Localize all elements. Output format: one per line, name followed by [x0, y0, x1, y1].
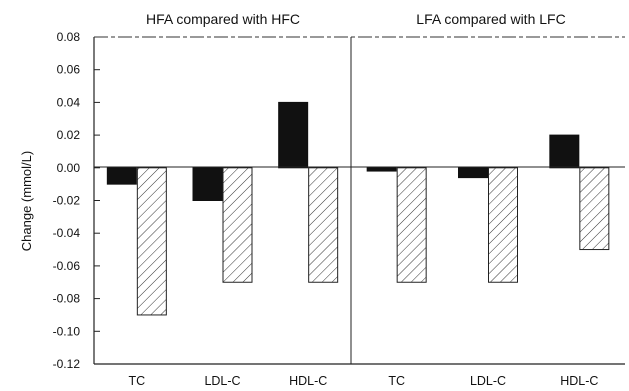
bar-hatched-tc [396, 167, 427, 283]
y-tick-label: -0.04 [53, 226, 81, 240]
bar-solid-ldl-c [192, 167, 223, 202]
bar-hatched-hdl-c [308, 167, 339, 283]
bar-hatched-hdl-c [579, 167, 610, 251]
y-tick-label: 0.04 [57, 95, 81, 109]
bar-hatched-ldl-c [222, 167, 253, 283]
bars [106, 101, 610, 316]
category-label: TC [388, 374, 405, 388]
y-tick-label: 0.02 [57, 128, 81, 142]
bar-solid-ldl-c [458, 167, 488, 179]
y-tick-label: 0.08 [57, 30, 81, 44]
y-axis-ticks: 0.08 0.06 0.04 0.02 0.00 -0.02 -0.04 -0.06 -0.08… [53, 30, 100, 371]
bar-solid-tc [366, 167, 397, 172]
bar-solid-hdl-c [278, 101, 309, 169]
category-label: LDL-C [470, 374, 506, 388]
bar-solid-hdl-c [549, 134, 580, 169]
panel-1-title: HFA compared with HFC [146, 11, 300, 27]
y-tick-label: -0.06 [53, 259, 81, 273]
bar-hatched-ldl-c [488, 167, 518, 283]
y-tick-label: 0.06 [57, 63, 81, 77]
category-labels: TC LDL-C HDL-C TC LDL-C HDL-C [128, 374, 598, 388]
category-label: LDL-C [204, 374, 240, 388]
y-tick-label: -0.08 [53, 292, 81, 306]
y-axis-label: Change (mmol/L) [19, 151, 34, 251]
y-tick-label: -0.12 [53, 357, 81, 371]
category-label: HDL-C [560, 374, 598, 388]
category-label: TC [128, 374, 145, 388]
bar-hatched-tc [136, 167, 167, 316]
category-label: HDL-C [289, 374, 327, 388]
bar-solid-tc [106, 167, 137, 185]
y-tick-label: -0.02 [53, 194, 81, 208]
panel-2-title: LFA compared with LFC [416, 11, 565, 27]
y-tick-label: 0.00 [57, 161, 81, 175]
y-tick-label: -0.10 [53, 324, 81, 338]
